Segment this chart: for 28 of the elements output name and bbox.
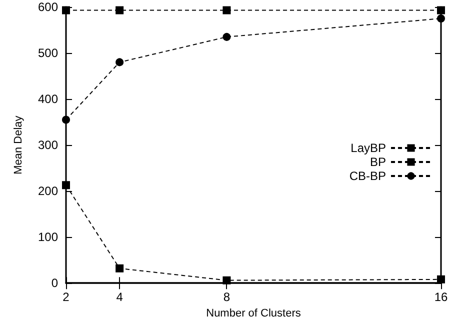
y-tick-label: 0 <box>51 276 58 290</box>
point <box>222 276 231 284</box>
legend-label: LayBP <box>350 141 386 155</box>
point <box>222 32 231 41</box>
point <box>116 58 124 66</box>
y-tick-label: 300 <box>38 138 58 152</box>
y-tick-label: 500 <box>38 46 58 60</box>
y-tick-label: 600 <box>38 0 58 14</box>
x-tick-label: 4 <box>116 290 124 304</box>
point <box>222 6 231 14</box>
point <box>437 6 445 14</box>
x-axis-title: Number of Clusters <box>206 308 302 320</box>
x-tick-label: 8 <box>223 290 230 304</box>
point <box>62 116 70 124</box>
point <box>437 14 445 22</box>
y-axis-title: Mean Delay <box>12 115 24 174</box>
legend-label: CB-BP <box>349 169 386 183</box>
point <box>437 275 445 284</box>
y-tick-label: 400 <box>38 92 58 106</box>
x-tick-label: 16 <box>434 290 448 304</box>
point <box>116 6 124 14</box>
x-tick-label: 2 <box>62 290 70 304</box>
y-tick-label: 200 <box>38 184 58 198</box>
y-tick-label: 100 <box>38 230 58 244</box>
point <box>116 264 124 272</box>
point <box>62 181 70 190</box>
legend-label: BP <box>370 155 386 169</box>
point <box>62 6 70 14</box>
